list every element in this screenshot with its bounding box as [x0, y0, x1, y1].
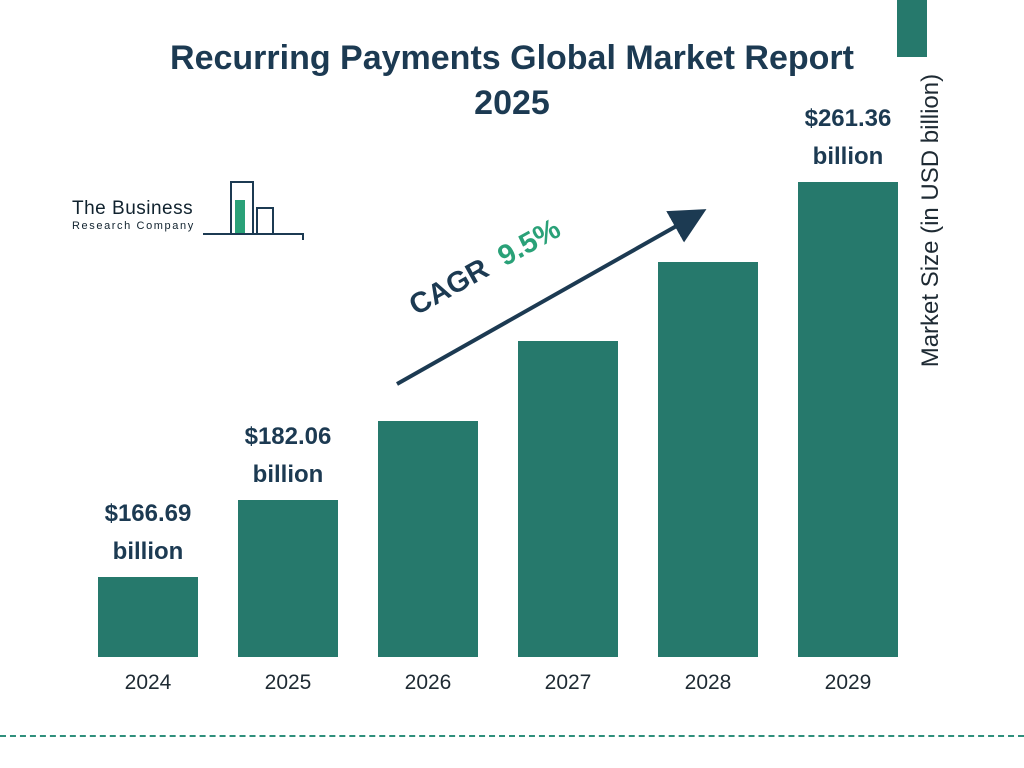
bar-chart: $166.69 billion 2024 $182.06 billion 2025 2026…: [98, 100, 898, 695]
bar-2026: [378, 421, 478, 657]
bar-column-2029: $261.36 billion 2029: [798, 100, 898, 695]
x-tick-2025: 2025: [264, 671, 312, 694]
y-axis-label: Market Size (in USD billion): [917, 73, 944, 368]
page-title-line1: Recurring Payments Global Market Report: [170, 39, 854, 77]
bar-2024: [98, 577, 198, 657]
x-tick-2026: 2026: [404, 671, 452, 694]
bar-2028: [658, 262, 758, 657]
corner-accent-bar: [897, 0, 927, 57]
company-logo: The Business Research Company: [72, 180, 305, 246]
company-logo-mark-icon: [202, 181, 304, 240]
company-logo-name: The Business: [72, 198, 194, 219]
bar-column-2024: $166.69 billion 2024: [98, 100, 198, 695]
bar-2029: [798, 182, 898, 657]
x-tick-2027: 2027: [544, 671, 592, 694]
company-logo-text: The Business Research Company: [72, 198, 195, 246]
x-tick-2028: 2028: [684, 671, 732, 694]
bar-column-2027: 2027: [518, 100, 618, 695]
x-tick-2024: 2024: [124, 671, 172, 694]
bar-column-2028: 2028: [658, 100, 758, 695]
value-label-2024: $166.69 billion: [104, 500, 192, 565]
bar-column-2025: $182.06 billion 2025: [238, 100, 338, 695]
bar-2027: [518, 341, 618, 657]
value-label-2029: $261.36 billion: [804, 105, 892, 170]
page-title-line2: 2025: [474, 84, 550, 122]
page-title: Recurring Payments Global Market Report …: [0, 36, 1024, 126]
company-logo-subname: Research Company: [72, 220, 195, 232]
bar-column-2026: 2026: [378, 100, 478, 695]
bar-2025: [238, 500, 338, 657]
bottom-divider: [0, 735, 1024, 737]
value-label-2025: $182.06 billion: [244, 423, 332, 488]
x-tick-2029: 2029: [824, 671, 872, 694]
